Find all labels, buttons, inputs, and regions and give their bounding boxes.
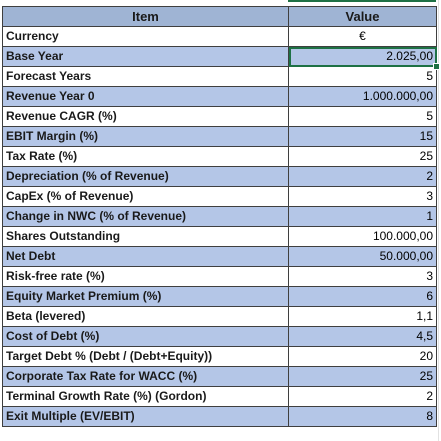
value-cell[interactable]: 20 xyxy=(288,346,437,367)
item-cell[interactable]: Corporate Tax Rate for WACC (%) xyxy=(2,366,289,387)
item-cell[interactable]: Equity Market Premium (%) xyxy=(2,286,289,307)
table-row: Revenue CAGR (%) 5 xyxy=(2,106,437,127)
table-row: Net Debt 50.000,00 xyxy=(2,246,437,267)
item-cell[interactable]: Exit Multiple (EV/EBIT) xyxy=(2,406,289,427)
table-row: Target Debt % (Debt / (Debt+Equity)) 20 xyxy=(2,346,437,367)
table-row: Forecast Years 5 xyxy=(2,66,437,87)
value-cell[interactable]: 5 xyxy=(288,106,437,127)
item-cell[interactable]: Risk-free rate (%) xyxy=(2,266,289,287)
table-row: Revenue Year 0 1.000.000,00 xyxy=(2,86,437,107)
value-cell[interactable]: 1.000.000,00 xyxy=(288,86,437,107)
value-cell[interactable]: 1,1 xyxy=(288,306,437,327)
spreadsheet-table: Item Value Currency € Base Year 2.025,00 For… xyxy=(2,6,437,427)
item-cell[interactable]: EBIT Margin (%) xyxy=(2,126,289,147)
value-cell[interactable]: 15 xyxy=(288,126,437,147)
table-row: Corporate Tax Rate for WACC (%) 25 xyxy=(2,366,437,387)
value-cell[interactable]: 8 xyxy=(288,406,437,427)
value-cell[interactable]: € xyxy=(288,26,437,47)
table-row: Terminal Growth Rate (%) (Gordon) 2 xyxy=(2,386,437,407)
item-cell[interactable]: Beta (levered) xyxy=(2,306,289,327)
value-cell[interactable]: 25 xyxy=(288,146,437,167)
selected-column-indicator xyxy=(288,0,436,2)
value-cell[interactable]: 100.000,00 xyxy=(288,226,437,247)
item-cell[interactable]: Shares Outstanding xyxy=(2,226,289,247)
table-row: Tax Rate (%) 25 xyxy=(2,146,437,167)
value-cell-selected[interactable]: 2.025,00 xyxy=(288,46,437,67)
table-row: Shares Outstanding 100.000,00 xyxy=(2,226,437,247)
table-row: Depreciation (% of Revenue) 2 xyxy=(2,166,437,187)
table-row: Exit Multiple (EV/EBIT) 8 xyxy=(2,406,437,427)
table-row: Change in NWC (% of Revenue) 1 xyxy=(2,206,437,227)
item-cell[interactable]: Target Debt % (Debt / (Debt+Equity)) xyxy=(2,346,289,367)
value-cell[interactable]: 3 xyxy=(288,266,437,287)
header-row: Item Value xyxy=(2,6,437,27)
table-row: Currency € xyxy=(2,26,437,47)
fill-handle[interactable] xyxy=(432,62,440,70)
item-cell[interactable]: Terminal Growth Rate (%) (Gordon) xyxy=(2,386,289,407)
item-cell[interactable]: Currency xyxy=(2,26,289,47)
table-row: Equity Market Premium (%) 6 xyxy=(2,286,437,307)
value-cell[interactable]: 6 xyxy=(288,286,437,307)
item-cell[interactable]: Change in NWC (% of Revenue) xyxy=(2,206,289,227)
table-row: EBIT Margin (%) 15 xyxy=(2,126,437,147)
item-cell[interactable]: Tax Rate (%) xyxy=(2,146,289,167)
item-cell[interactable]: CapEx (% of Revenue) xyxy=(2,186,289,207)
table-row: Beta (levered) 1,1 xyxy=(2,306,437,327)
item-cell[interactable]: Forecast Years xyxy=(2,66,289,87)
table-row: Base Year 2.025,00 xyxy=(2,46,437,67)
item-cell[interactable]: Depreciation (% of Revenue) xyxy=(2,166,289,187)
value-cell[interactable]: 1 xyxy=(288,206,437,227)
item-cell[interactable]: Cost of Debt (%) xyxy=(2,326,289,347)
value-cell[interactable]: 3 xyxy=(288,186,437,207)
item-cell[interactable]: Revenue CAGR (%) xyxy=(2,106,289,127)
item-cell[interactable]: Net Debt xyxy=(2,246,289,267)
value-cell[interactable]: 2 xyxy=(288,166,437,187)
value-cell[interactable]: 50.000,00 xyxy=(288,246,437,267)
value-cell[interactable]: 4,5 xyxy=(288,326,437,347)
item-column-header[interactable]: Item xyxy=(2,6,289,27)
value-cell[interactable]: 25 xyxy=(288,366,437,387)
value-column-header[interactable]: Value xyxy=(288,6,437,27)
item-cell[interactable]: Base Year xyxy=(2,46,289,67)
table-row: Risk-free rate (%) 3 xyxy=(2,266,437,287)
value-cell[interactable]: 5 xyxy=(288,66,437,87)
value-cell[interactable]: 2 xyxy=(288,386,437,407)
table-row: CapEx (% of Revenue) 3 xyxy=(2,186,437,207)
gridline xyxy=(438,0,439,441)
item-cell[interactable]: Revenue Year 0 xyxy=(2,86,289,107)
table-row: Cost of Debt (%) 4,5 xyxy=(2,326,437,347)
